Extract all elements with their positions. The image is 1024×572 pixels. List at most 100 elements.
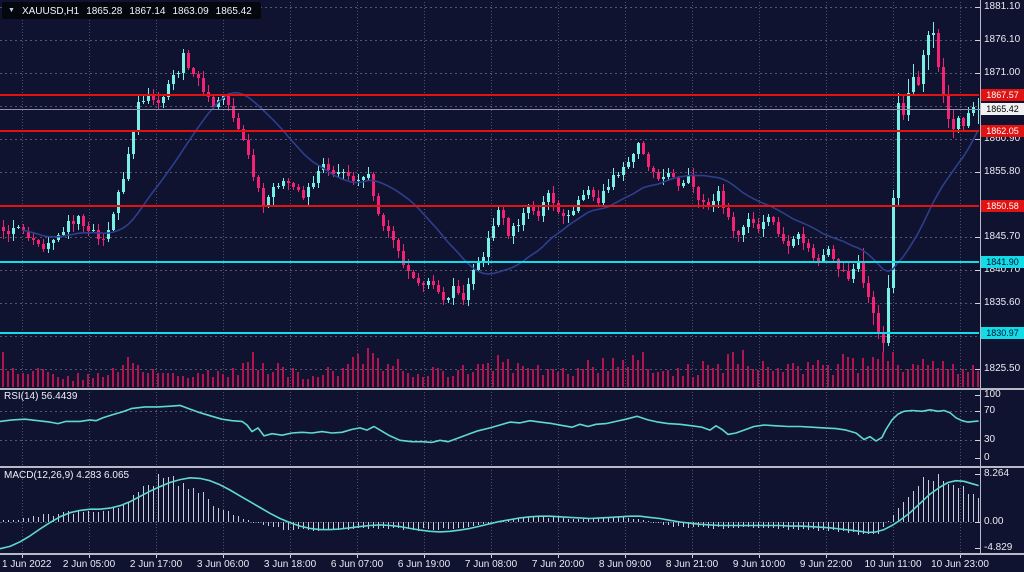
macd-histogram-bar bbox=[953, 485, 954, 522]
candle-bearish bbox=[72, 220, 75, 224]
volume-bar bbox=[587, 359, 589, 387]
macd-histogram-bar bbox=[943, 480, 944, 522]
macd-histogram-bar bbox=[168, 476, 169, 522]
resistance-line[interactable] bbox=[0, 204, 979, 207]
panel-separator[interactable] bbox=[0, 466, 1024, 468]
macd-histogram-bar bbox=[723, 522, 724, 529]
resistance-line[interactable] bbox=[0, 94, 979, 97]
axis-tick-mark bbox=[975, 395, 980, 396]
macd-histogram-bar bbox=[483, 522, 484, 524]
candle-bullish bbox=[667, 172, 670, 177]
volume-bar bbox=[647, 369, 649, 387]
candle-bullish bbox=[717, 191, 720, 201]
macd-histogram-bar bbox=[63, 511, 64, 522]
symbol-dropdown-icon[interactable]: ▼ bbox=[8, 7, 15, 14]
macd-histogram-bar bbox=[938, 473, 939, 522]
macd-histogram-bar bbox=[588, 518, 589, 522]
macd-histogram-bar bbox=[548, 517, 549, 522]
candle-bullish bbox=[447, 298, 450, 301]
candle-bullish bbox=[547, 192, 550, 203]
volume-bar bbox=[172, 373, 174, 387]
macd-histogram-bar bbox=[158, 474, 159, 522]
support-line[interactable] bbox=[0, 261, 979, 264]
volume-bar bbox=[817, 360, 819, 387]
volume-bar bbox=[692, 377, 694, 387]
macd-histogram-bar bbox=[503, 519, 504, 522]
volume-bar bbox=[732, 351, 734, 387]
volume-bar bbox=[7, 370, 9, 387]
gridline-vertical bbox=[89, 2, 90, 553]
volume-bar bbox=[522, 365, 524, 387]
panel-separator[interactable] bbox=[0, 388, 1024, 390]
macd-histogram-bar bbox=[73, 513, 74, 522]
candle-bullish bbox=[932, 32, 935, 36]
macd-histogram-bar bbox=[3, 520, 4, 522]
macd-histogram-bar bbox=[323, 522, 324, 530]
volume-bar bbox=[332, 370, 334, 387]
candle-bullish bbox=[492, 225, 495, 239]
volume-bar bbox=[312, 375, 314, 387]
volume-bar bbox=[597, 373, 599, 387]
time-axis-label: 2 Jun 05:00 bbox=[62, 559, 116, 570]
candle-wick bbox=[18, 224, 19, 229]
gridline-vertical bbox=[759, 2, 760, 553]
current-price-line bbox=[0, 109, 979, 111]
volume-bar bbox=[52, 374, 54, 387]
candle-bullish bbox=[317, 170, 320, 183]
candle-bearish bbox=[952, 118, 955, 130]
volume-bar bbox=[717, 364, 719, 387]
candle-bearish bbox=[332, 169, 335, 175]
macd-histogram-bar bbox=[28, 518, 29, 522]
macd-histogram-bar bbox=[768, 522, 769, 529]
macd-histogram-bar bbox=[373, 522, 374, 529]
axis-tick-mark bbox=[975, 548, 980, 549]
gridline-vertical bbox=[424, 2, 425, 553]
macd-histogram-bar bbox=[83, 512, 84, 522]
volume-bar bbox=[737, 363, 739, 387]
candle-bullish bbox=[357, 180, 360, 182]
volume-bar bbox=[612, 357, 614, 387]
volume-bar bbox=[927, 364, 929, 387]
macd-tick-label: -4.829 bbox=[984, 542, 1013, 553]
candle-bullish bbox=[582, 195, 585, 200]
candle-bearish bbox=[7, 231, 10, 235]
candle-bullish bbox=[827, 249, 830, 255]
candle-bullish bbox=[852, 268, 855, 279]
macd-histogram-bar bbox=[193, 487, 194, 522]
volume-bar bbox=[807, 362, 809, 387]
volume-bar bbox=[497, 355, 499, 387]
candle-bullish bbox=[927, 35, 930, 55]
volume-bar bbox=[232, 368, 234, 387]
volume-bar bbox=[822, 365, 824, 387]
candle-wick bbox=[423, 280, 424, 292]
panel-separator[interactable] bbox=[0, 553, 1024, 555]
macd-histogram-bar bbox=[298, 522, 299, 530]
candle-bearish bbox=[102, 239, 105, 240]
volume-bar bbox=[22, 373, 24, 387]
candle-wick bbox=[178, 71, 179, 78]
time-axis-label: 8 Jun 21:00 bbox=[665, 559, 719, 570]
support-line[interactable] bbox=[0, 332, 979, 335]
candle-bearish bbox=[552, 192, 555, 203]
candle-bearish bbox=[937, 32, 940, 68]
resistance-line[interactable] bbox=[0, 130, 979, 133]
macd-histogram-bar bbox=[18, 519, 19, 522]
volume-bar bbox=[387, 363, 389, 387]
time-tick-mark bbox=[826, 555, 827, 558]
macd-histogram-bar bbox=[403, 522, 404, 531]
candle-bullish bbox=[472, 269, 475, 284]
volume-bar bbox=[177, 376, 179, 387]
macd-histogram-bar bbox=[488, 522, 489, 524]
macd-histogram-bar bbox=[538, 516, 539, 522]
candle-bearish bbox=[417, 277, 420, 283]
volume-bar bbox=[897, 364, 899, 387]
macd-histogram-bar bbox=[758, 522, 759, 528]
volume-bar bbox=[602, 357, 604, 387]
volume-bar bbox=[292, 367, 294, 387]
resistance-price-tag: 1867.57 bbox=[981, 89, 1024, 102]
candle-bearish bbox=[152, 95, 155, 100]
macd-histogram-bar bbox=[648, 521, 649, 522]
gridline-vertical bbox=[22, 2, 23, 553]
candle-bullish bbox=[182, 53, 185, 74]
volume-bar bbox=[422, 377, 424, 387]
